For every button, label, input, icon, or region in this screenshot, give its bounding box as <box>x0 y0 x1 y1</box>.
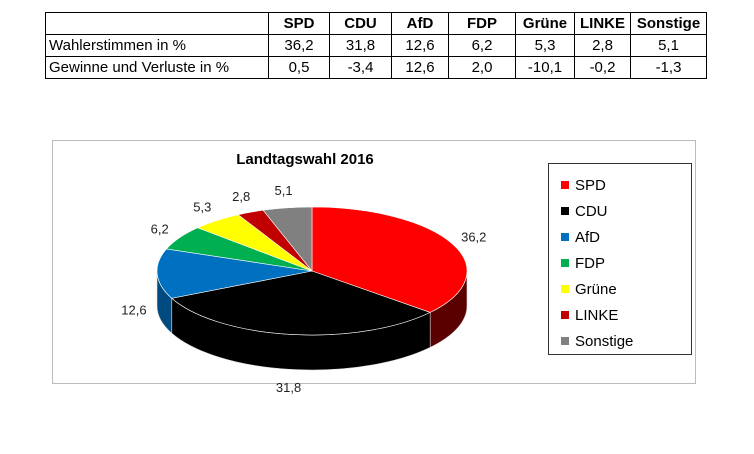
legend-label: Grüne <box>575 280 617 298</box>
legend-label: AfD <box>575 228 601 246</box>
legend-item-fdp: FDP <box>549 250 691 276</box>
legend-swatch <box>561 259 569 267</box>
legend-item-grüne: Grüne <box>549 276 691 302</box>
table-cell: 0,5 <box>268 56 330 79</box>
legend-item-linke: LINKE <box>549 302 691 328</box>
data-label-fdp: 6,2 <box>151 221 169 236</box>
legend-label: Sonstige <box>575 332 634 350</box>
table-row: Wahlerstimmen in % 36,2 31,8 12,6 6,2 5,… <box>45 34 707 57</box>
legend-label: SPD <box>575 176 606 194</box>
header-gruene: Grüne <box>515 12 575 35</box>
header-sonstige: Sonstige <box>630 12 707 35</box>
legend-label: FDP <box>575 254 605 272</box>
table-cell: -10,1 <box>515 56 575 79</box>
data-label-sonstige: 5,1 <box>275 183 293 198</box>
data-label-spd: 36,2 <box>461 230 486 245</box>
pie-slice-spd <box>311 206 468 313</box>
table-header-row: SPD CDU AfD FDP Grüne LINKE Sonstige <box>45 12 707 35</box>
table-cell: 6,2 <box>448 34 516 57</box>
legend-swatch <box>561 207 569 215</box>
table-row: Gewinne und Verluste in % 0,5 -3,4 12,6 … <box>45 56 707 79</box>
data-label-cdu: 31,8 <box>276 380 301 395</box>
chart-area <box>52 140 696 384</box>
data-label-linke: 2,8 <box>232 189 250 204</box>
legend-swatch <box>561 337 569 345</box>
header-linke: LINKE <box>574 12 631 35</box>
legend-swatch <box>561 181 569 189</box>
pie-slice-afd <box>156 248 313 299</box>
table-cell: -3,4 <box>329 56 392 79</box>
chart-title: Landtagswahl 2016 <box>236 151 374 168</box>
table-cell: -0,2 <box>574 56 631 79</box>
legend-item-spd: SPD <box>549 172 691 198</box>
legend-item-sonstige: Sonstige <box>549 328 691 354</box>
legend-item-afd: AfD <box>549 224 691 250</box>
legend-label: CDU <box>575 202 608 220</box>
chart-legend: SPD CDU AfD FDP Grüne LINKE Sonstige <box>548 163 692 355</box>
table-cell: -1,3 <box>630 56 707 79</box>
pie-slice-cdu <box>171 270 431 336</box>
results-table: SPD CDU AfD FDP Grüne LINKE Sonstige Wah… <box>45 12 707 79</box>
data-label-afd: 12,6 <box>121 303 146 318</box>
data-label-grüne: 5,3 <box>193 199 211 214</box>
legend-swatch <box>561 233 569 241</box>
legend-swatch <box>561 285 569 293</box>
table-cell: 2,0 <box>448 56 516 79</box>
legend-label: LINKE <box>575 306 619 324</box>
legend-swatch <box>561 311 569 319</box>
row-label: Gewinne und Verluste in % <box>45 56 269 79</box>
legend-item-cdu: CDU <box>549 198 691 224</box>
pie-slice-sonstige <box>262 206 313 272</box>
